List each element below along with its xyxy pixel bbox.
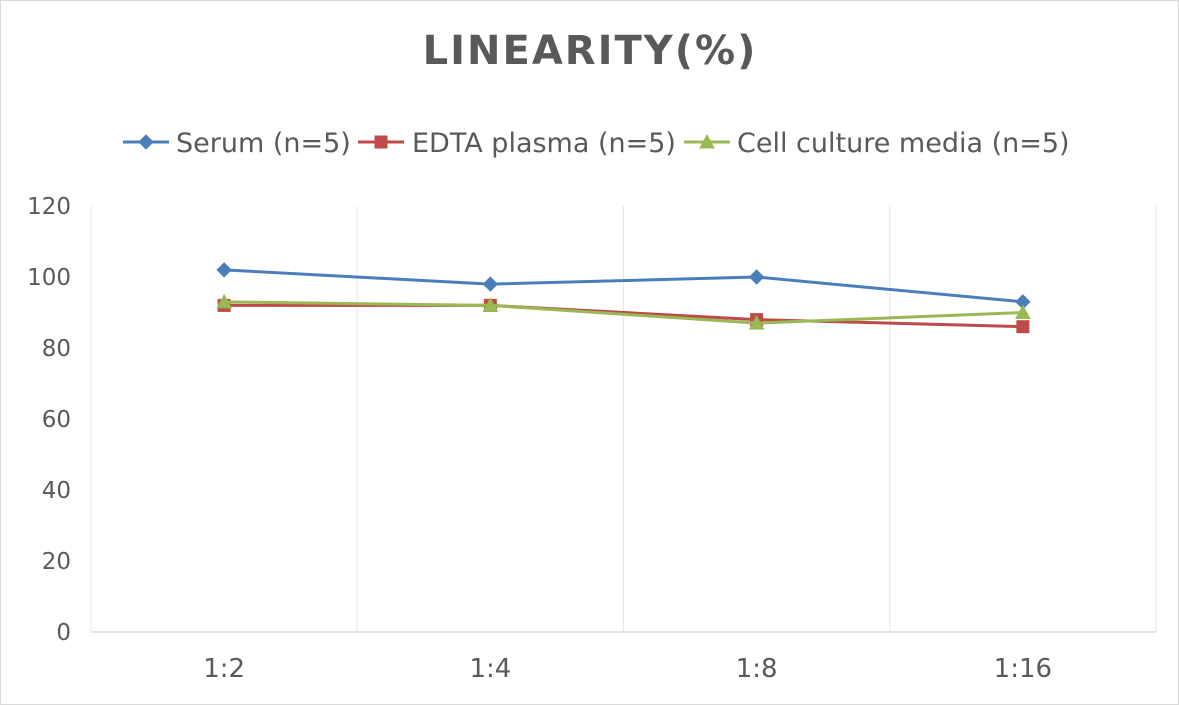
y-tick-label: 80 [42, 336, 71, 362]
x-tick-label: 1:16 [994, 654, 1052, 684]
y-tick-label: 120 [27, 194, 71, 220]
legend-label: EDTA plasma (n=5) [412, 128, 676, 159]
legend-item: Cell culture media (n=5) [684, 128, 1070, 159]
legend-item: EDTA plasma (n=5) [358, 128, 676, 159]
y-tick-label: 20 [42, 549, 71, 575]
legend-item: Serum (n=5) [123, 128, 351, 159]
y-tick-label: 100 [27, 265, 71, 291]
series-line [224, 268, 1024, 304]
legend-marker [699, 133, 715, 149]
legend-marker [374, 135, 388, 149]
x-tick-label: 1:8 [736, 654, 778, 684]
data-point [1015, 304, 1031, 319]
data-point [216, 262, 232, 278]
data-point [1016, 320, 1030, 334]
series-3 [216, 293, 1031, 330]
data-point [748, 269, 765, 285]
axes: 0 20 40 60 80 100 120 1:2 1:4 1:8 1:16 [27, 194, 1156, 684]
series-layer [216, 262, 1031, 334]
series-line [224, 300, 1023, 325]
data-point [748, 315, 765, 330]
series-line [224, 303, 1023, 329]
x-tick-label: 1:4 [469, 654, 511, 684]
data-point [482, 297, 499, 312]
y-tick-label: 60 [42, 407, 71, 433]
legend-label: Cell culture media (n=5) [737, 128, 1070, 159]
data-point [216, 293, 232, 309]
chart-title: LINEARITY(%) [423, 28, 758, 74]
series-1 [216, 262, 1031, 310]
legend-label: Serum (n=5) [176, 128, 351, 159]
y-tick-label: 0 [56, 620, 71, 646]
legend: Serum (n=5) EDTA plasma (n=5) Cell culture… [123, 128, 1070, 159]
y-tick-label: 40 [42, 478, 71, 504]
x-tick-label: 1:2 [203, 654, 245, 684]
legend-marker [138, 134, 154, 150]
data-point [482, 276, 499, 292]
